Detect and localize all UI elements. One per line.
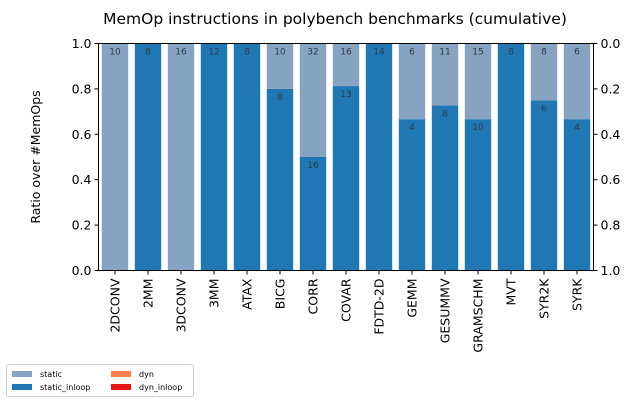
bar-label-total-3dconv: 16 [175,48,187,58]
bar-label-inloop-syrk: 4 [574,123,580,133]
x-tick-label-gemm: GEMM [405,279,420,318]
bar-static-inloop-gesummv [431,105,459,271]
y-axis-left: 0.0 0.2 0.4 0.6 0.8 1.0 [72,36,99,278]
x-tick-label-2dconv: 2DCONV [108,278,123,332]
bar-label-inloop-gramschm: 10 [472,123,484,133]
bar-label-total-3mm: 12 [208,48,219,58]
bar-label-total-gesummv: 11 [439,48,450,58]
bar-static-inloop-3mm [200,43,228,271]
bar-static-covar [332,43,360,87]
y-tick-label-left-0-8: 0.8 [72,81,92,96]
bar-label-total-gramschm: 15 [472,48,483,58]
bar-label-inloop-covar: 13 [340,90,351,100]
x-tick-label-3mm: 3MM [207,279,222,309]
legend-swatch-static-inloop [12,384,32,390]
legend-label-dyn-inloop: dyn_inloop [139,382,183,392]
bars-group [101,43,591,271]
bar-static-inloop-mvt [497,43,525,271]
bar-label-total-syr2k: 8 [541,48,547,58]
legend-swatch-dyn-inloop [111,384,131,390]
bar-static-inloop-syr2k [530,100,558,271]
y-tick-label-left-0-4: 0.4 [72,172,92,187]
x-tick-label-fdtd-2d: FDTD-2D [372,279,387,335]
bar-static-inloop-corr [299,157,327,271]
bar-static-inloop-covar [332,86,360,271]
x-tick-label-syrk: SYRK [570,278,585,311]
bar-static-inloop-gemm [398,119,426,271]
chart-title: MemOp instructions in polybench benchmar… [103,10,567,28]
legend-item-dyn-inloop: dyn_inloop [111,382,182,392]
x-tick-label-syr2k: SYR2K [537,278,552,319]
x-tick-label-atax: ATAX [240,278,255,310]
x-tick-label-bicg: BICG [273,279,288,310]
legend-item-static: static [12,369,62,379]
bar-static-inloop-bicg [266,88,294,271]
bar-static-inloop-2mm [134,43,162,271]
bar-static-inloop-atax [233,43,261,271]
y-tick-label-left-0-0: 0.0 [72,263,92,278]
bar-static-gesummv [431,43,459,106]
x-axis: 2DCONV 2MM 3DCONV 3MM ATAX BICG CORR COVAR FDTD-… [108,270,585,353]
y-tick-label-right-1-0: 1.0 [601,263,621,278]
x-tick-label-2mm: 2MM [141,279,156,309]
y-tick-label-left-0-2: 0.2 [72,218,92,233]
bar-labels-group: 10 8 16 12 8 10 8 32 16 16 13 14 6 4 11 8 15 10 8 8 6 6 4 [109,48,580,172]
bar-static-inloop-fdtd-2d [365,43,393,271]
bar-label-total-mvt: 8 [508,48,514,58]
y-axis-label: Ratio over #MemOps [28,90,43,223]
legend-item-dyn: dyn [111,369,154,379]
bar-label-inloop-corr: 16 [307,161,319,171]
bar-label-total-fdtd-2d: 14 [373,48,385,58]
y-tick-label-left-0-6: 0.6 [72,127,92,142]
bar-label-total-bicg: 10 [274,48,286,58]
y-tick-label-right-0-8: 0.8 [601,218,621,233]
bar-label-total-atax: 8 [244,48,250,58]
bar-static-inloop-gramschm [464,119,492,271]
x-tick-label-3dconv: 3DCONV [174,278,189,332]
y-tick-label-right-0-6: 0.6 [601,172,621,187]
bar-static-gemm [398,43,426,120]
bar-label-total-gemm: 6 [409,48,415,58]
legend-swatch-static [12,371,32,377]
bar-static-3dconv [167,43,195,271]
x-tick-label-gesummv: GESUMMV [438,278,453,343]
bar-label-total-corr: 32 [307,48,318,58]
legend-label-dyn: dyn [139,369,154,379]
bar-static-2dconv [101,43,129,271]
bar-static-syrk [563,43,591,120]
x-tick-label-gramschm: GRAMSCHM [471,279,486,353]
bar-static-corr [299,43,327,157]
bar-static-bicg [266,43,294,89]
bar-label-total-2mm: 8 [145,48,151,58]
bar-label-inloop-bicg: 8 [277,93,283,103]
legend-item-static-inloop: static_inloop [12,382,90,392]
y-axis-right: 1.0 0.8 0.6 0.4 0.2 0.0 [593,36,621,278]
y-tick-label-right-0-2: 0.2 [601,81,621,96]
x-tick-label-corr: CORR [306,278,321,314]
bar-label-inloop-syr2k: 6 [541,104,547,114]
legend-label-static-inloop: static_inloop [40,382,91,392]
legend-label-static: static [40,369,62,379]
x-tick-label-mvt: MVT [504,278,519,305]
bar-static-syr2k [530,43,558,101]
legend-swatch-dyn [111,371,131,377]
bar-label-total-2dconv: 10 [109,48,121,58]
bar-label-inloop-gesummv: 8 [442,109,448,119]
x-tick-label-covar: COVAR [339,278,354,322]
bar-label-total-syrk: 6 [574,48,580,58]
y-tick-label-right-0-0: 0.0 [601,36,621,51]
legend: static dyn static_inloop dyn_inloop [6,364,194,397]
bar-static-gramschm [464,43,492,120]
y-tick-label-left-1-0: 1.0 [72,36,92,51]
bar-static-inloop-syrk [563,119,591,271]
bar-label-inloop-gemm: 4 [409,123,415,133]
bar-label-total-covar: 16 [340,48,352,58]
y-tick-label-right-0-4: 0.4 [601,127,621,142]
